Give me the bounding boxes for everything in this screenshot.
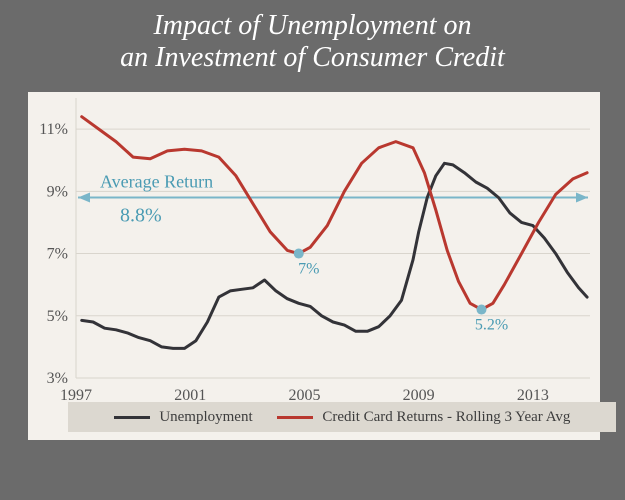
chart-svg: 3%5%7%9%11%19972001200520092013Average R… [28,92,600,440]
svg-text:11%: 11% [39,121,68,138]
svg-text:3%: 3% [47,370,68,387]
legend-item-credit: Credit Card Returns - Rolling 3 Year Avg [277,409,571,426]
plot-area: 3%5%7%9%11%19972001200520092013Average R… [28,92,600,440]
title-line-2: an Investment of Consumer Credit [120,42,505,73]
legend-swatch-credit [277,416,313,419]
svg-text:7%: 7% [298,261,319,278]
svg-text:Average Return: Average Return [100,172,213,192]
legend-label-credit: Credit Card Returns - Rolling 3 Year Avg [322,409,570,425]
title-line-1: Impact of Unemployment on [153,10,471,41]
svg-text:8.8%: 8.8% [120,205,162,227]
svg-text:5.2%: 5.2% [475,317,508,334]
svg-text:7%: 7% [47,246,68,263]
chart-title: Impact of Unemployment on an Investment … [0,0,625,74]
legend-swatch-unemployment [114,416,150,419]
svg-text:9%: 9% [47,183,68,200]
legend: Unemployment Credit Card Returns - Rolli… [68,402,616,432]
svg-text:5%: 5% [47,308,68,325]
legend-item-unemployment: Unemployment [114,409,253,426]
legend-label-unemployment: Unemployment [159,409,252,425]
chart-frame: Impact of Unemployment on an Investment … [0,0,625,500]
